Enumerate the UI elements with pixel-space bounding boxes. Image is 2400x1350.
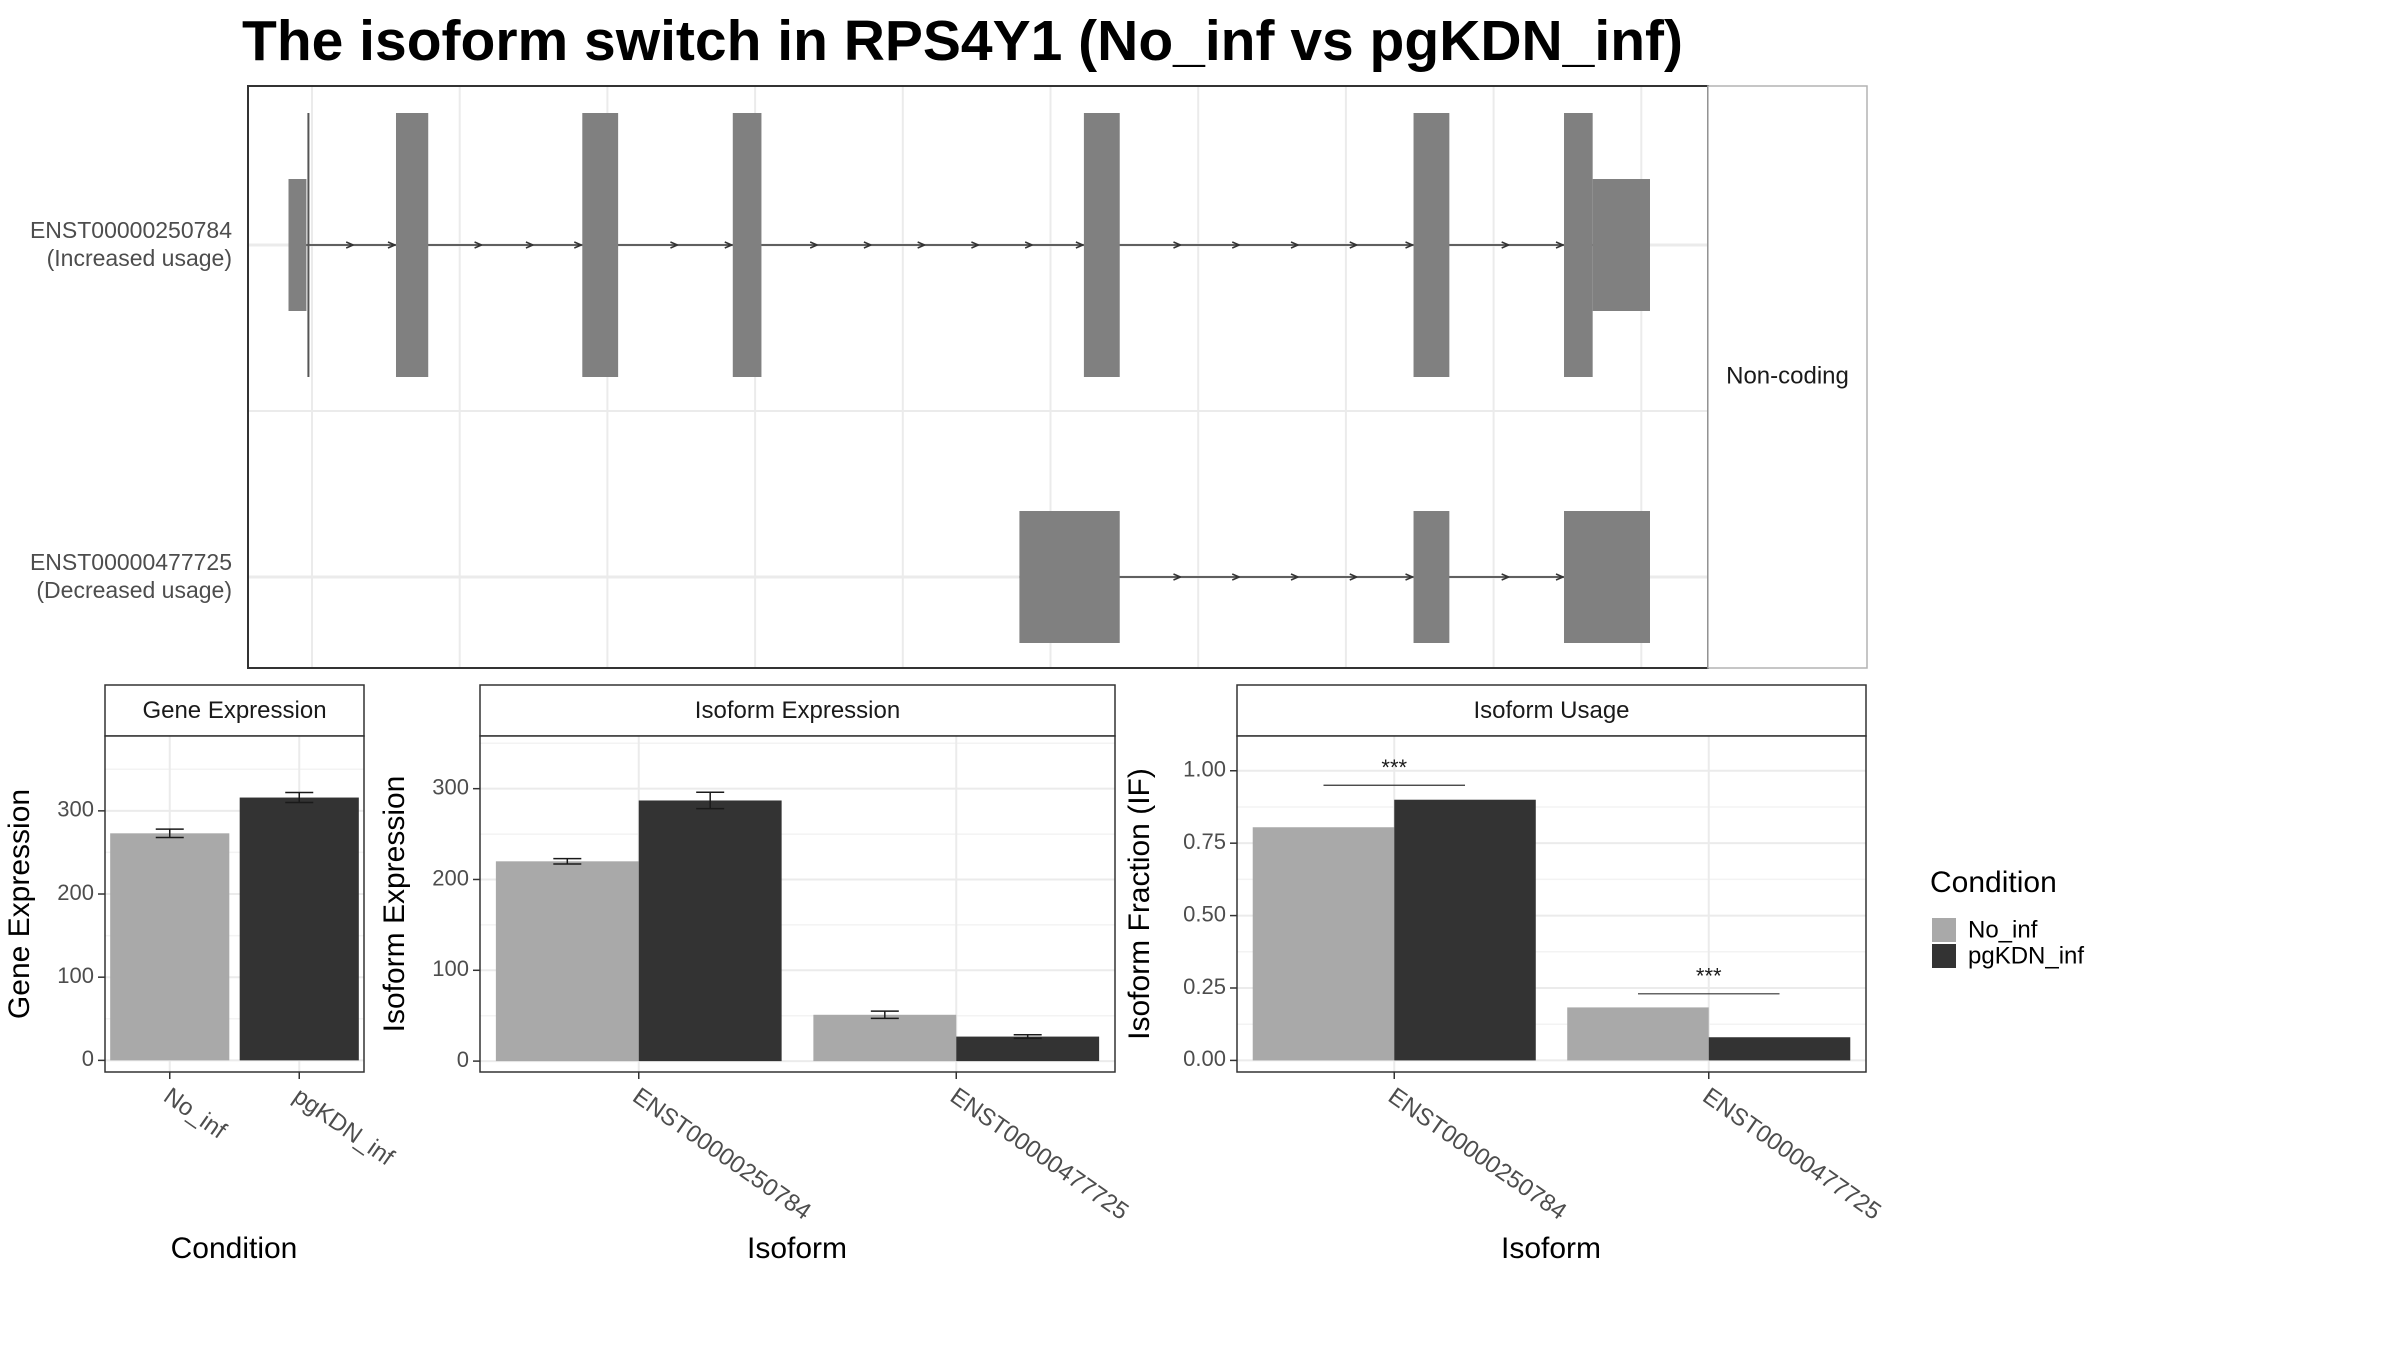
figure-title: The isoform switch in RPS4Y1 (No_inf vs … xyxy=(242,9,1684,73)
bar xyxy=(495,861,639,1062)
exon-block xyxy=(1564,511,1650,643)
exon-block xyxy=(288,179,307,311)
bar xyxy=(1567,1007,1709,1061)
y-tick-label: 100 xyxy=(57,963,94,988)
facet-strip-label: Non-coding xyxy=(1726,362,1849,389)
facet-strip xyxy=(1707,85,1868,669)
bar xyxy=(813,1014,957,1062)
intron-arrow xyxy=(1075,241,1085,249)
exon-block xyxy=(1413,511,1450,643)
y-tick-label: 200 xyxy=(432,865,469,890)
bar xyxy=(110,833,230,1061)
y-tick-label: 0.75 xyxy=(1183,829,1226,854)
exon-block xyxy=(1592,179,1650,311)
intron-arrow xyxy=(474,241,484,249)
bar xyxy=(638,800,782,1062)
x-tick-label: ENST00000250784 xyxy=(1383,1083,1571,1226)
x-tick-label: ENST00000250784 xyxy=(628,1083,816,1226)
bar xyxy=(239,797,359,1061)
intron-arrow xyxy=(1501,573,1511,581)
intron-arrow xyxy=(1173,573,1183,581)
intron-arrow xyxy=(1501,241,1511,249)
panel-strip-title: Gene Expression xyxy=(142,697,326,724)
panel-border xyxy=(479,735,1116,1073)
isoform-row-label: ENST00000250784 xyxy=(30,217,232,243)
bar xyxy=(1252,827,1395,1061)
exon-block xyxy=(732,113,762,377)
isoform-row-label: ENST00000477725 xyxy=(30,549,232,575)
intron-arrow xyxy=(1290,573,1300,581)
exon-block xyxy=(395,113,429,377)
bar xyxy=(1708,1037,1851,1061)
exon-block xyxy=(1413,113,1450,377)
intron-arrow xyxy=(1349,573,1359,581)
isoform-usage-label: (Decreased usage) xyxy=(36,577,232,603)
panel-strip xyxy=(479,684,1116,737)
significance-label: *** xyxy=(1696,964,1722,989)
y-tick-label: 0.00 xyxy=(1183,1046,1226,1071)
y-tick-label: 0.50 xyxy=(1183,901,1226,926)
legend-title: Condition xyxy=(1930,866,2057,899)
x-axis-title: Isoform xyxy=(1501,1232,1601,1265)
intron-arrow xyxy=(525,241,535,249)
intron-arrow xyxy=(1555,573,1565,581)
isoform-usage-label: (Increased usage) xyxy=(47,245,232,271)
panel-strip-title: Isoform Expression xyxy=(695,697,900,724)
intron-arrow xyxy=(1405,573,1415,581)
intron-arrow xyxy=(1405,241,1415,249)
panel-border xyxy=(104,735,365,1073)
intron-arrow xyxy=(1173,241,1183,249)
panel-strip xyxy=(104,684,365,737)
legend-swatch xyxy=(1932,918,1956,942)
exon-block xyxy=(1019,511,1120,643)
x-tick-label: No_inf xyxy=(159,1083,232,1145)
intron-arrow xyxy=(1290,241,1300,249)
intron-arrow xyxy=(724,241,734,249)
intron-arrow xyxy=(1231,573,1242,581)
y-axis-title: Gene Expression xyxy=(3,789,36,1019)
y-axis-title: Isoform Expression xyxy=(378,776,411,1033)
intron-arrow xyxy=(917,241,927,249)
y-tick-label: 0 xyxy=(457,1047,469,1072)
exon-block xyxy=(1564,113,1593,377)
significance-label: *** xyxy=(1381,755,1407,780)
legend-item-label: No_inf xyxy=(1968,916,2038,943)
y-tick-label: 0 xyxy=(82,1046,94,1071)
exon-block xyxy=(1083,113,1120,377)
intron-arrow xyxy=(1024,241,1035,249)
legend-swatch xyxy=(1932,944,1956,968)
y-axis-title: Isoform Fraction (IF) xyxy=(1123,768,1156,1040)
panel-strip-title: Isoform Usage xyxy=(1473,697,1629,724)
y-tick-label: 1.00 xyxy=(1183,757,1226,782)
x-tick-label: ENST00000477725 xyxy=(945,1083,1133,1226)
x-tick-label: ENST00000477725 xyxy=(1698,1083,1886,1226)
intron-arrow xyxy=(863,241,873,249)
y-tick-label: 100 xyxy=(432,956,469,981)
intron-arrow xyxy=(387,241,397,249)
x-tick-label: pgKDN_inf xyxy=(288,1083,399,1172)
x-axis-title: Condition xyxy=(171,1232,298,1265)
y-tick-label: 300 xyxy=(57,797,94,822)
exon-block xyxy=(582,113,619,377)
legend-item-label: pgKDN_inf xyxy=(1968,942,2084,969)
bar xyxy=(1394,799,1536,1061)
structure-panel-background xyxy=(248,86,1708,668)
intron-arrow xyxy=(670,241,680,249)
intron-arrow xyxy=(574,241,584,249)
panel-border xyxy=(1236,735,1867,1073)
y-tick-label: 0.25 xyxy=(1183,974,1226,999)
intron-arrow xyxy=(1555,241,1565,249)
intron-arrow xyxy=(1231,241,1242,249)
intron-arrow xyxy=(809,241,820,249)
intron-arrow xyxy=(345,241,356,249)
y-tick-label: 300 xyxy=(432,774,469,799)
intron-arrow xyxy=(971,241,981,249)
y-tick-label: 200 xyxy=(57,880,94,905)
x-axis-title: Isoform xyxy=(747,1232,847,1265)
intron-arrow xyxy=(1349,241,1359,249)
bar xyxy=(956,1036,1100,1062)
